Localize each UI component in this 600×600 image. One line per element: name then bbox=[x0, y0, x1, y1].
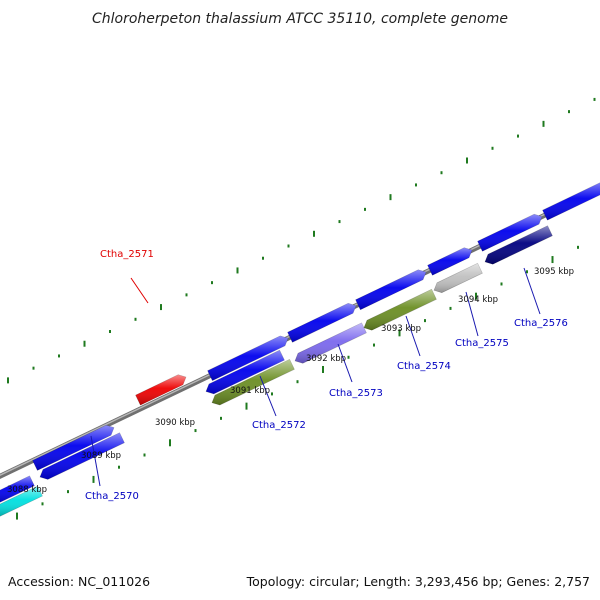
label-leader-line bbox=[405, 315, 421, 357]
label-leader-line bbox=[130, 277, 149, 304]
accession-text: Accession: NC_011026 bbox=[8, 574, 150, 589]
gene-label-ctha-2574[interactable]: Ctha_2574 bbox=[397, 361, 451, 372]
gene-features bbox=[0, 181, 600, 517]
gene-arrow[interactable] bbox=[211, 359, 295, 406]
kbp-label: 3090 kbp bbox=[155, 418, 195, 428]
gene-arrow[interactable] bbox=[0, 475, 35, 503]
kbp-label: 3088 kbp bbox=[7, 485, 47, 495]
kbp-label: 3089 kbp bbox=[81, 451, 121, 461]
gene-arrow[interactable] bbox=[32, 424, 115, 471]
gene-label-ctha-2573[interactable]: Ctha_2573 bbox=[329, 388, 383, 399]
gene-label-ctha-2572[interactable]: Ctha_2572 bbox=[252, 420, 306, 431]
gene-arrow[interactable] bbox=[542, 181, 600, 221]
gene-arrow[interactable] bbox=[39, 432, 125, 480]
gene-labels: Ctha_2570 Ctha_2571 Ctha_2572 Ctha_2573 … bbox=[85, 249, 568, 502]
gene-label-ctha-2576[interactable]: Ctha_2576 bbox=[514, 318, 568, 329]
label-leader-line bbox=[90, 435, 101, 487]
gene-arrow[interactable] bbox=[135, 374, 187, 406]
label-leader-line bbox=[259, 375, 277, 417]
gene-arrow[interactable] bbox=[433, 262, 483, 294]
genome-summary-text: Topology: circular; Length: 3,293,456 bp… bbox=[246, 574, 590, 589]
kbp-scale-labels: 3088 kbp 3089 kbp 3090 kbp 3091 kbp 3092… bbox=[7, 267, 574, 495]
gene-arrow[interactable] bbox=[427, 247, 473, 276]
gene-arrow[interactable] bbox=[287, 302, 357, 343]
gene-arrow[interactable] bbox=[207, 335, 289, 381]
label-leader-line bbox=[523, 267, 541, 315]
kbp-label: 3091 kbp bbox=[230, 386, 270, 396]
gene-arrow[interactable] bbox=[205, 349, 285, 395]
tick-marks bbox=[7, 97, 596, 520]
gene-label-ctha-2570[interactable]: Ctha_2570 bbox=[85, 491, 139, 502]
gene-arrow[interactable] bbox=[484, 225, 553, 265]
label-leader-line bbox=[465, 291, 479, 337]
gene-arrow[interactable] bbox=[0, 485, 43, 517]
gene-label-ctha-2571[interactable]: Ctha_2571 bbox=[100, 249, 154, 260]
gene-arrow[interactable] bbox=[363, 288, 437, 331]
kbp-label: 3094 kbp bbox=[458, 295, 498, 305]
gene-label-ctha-2575[interactable]: Ctha_2575 bbox=[455, 338, 509, 349]
kbp-label: 3095 kbp bbox=[534, 267, 574, 277]
gene-arrow[interactable] bbox=[294, 322, 367, 364]
gene-arrow[interactable] bbox=[355, 269, 427, 311]
kbp-label: 3092 kbp bbox=[306, 354, 346, 364]
label-leader-line bbox=[337, 343, 353, 383]
kbp-label: 3093 kbp bbox=[381, 324, 421, 334]
label-leaders bbox=[90, 267, 541, 487]
genome-title: Chloroherpeton thalassium ATCC 35110, co… bbox=[92, 11, 508, 27]
gene-arrow[interactable] bbox=[477, 213, 543, 252]
